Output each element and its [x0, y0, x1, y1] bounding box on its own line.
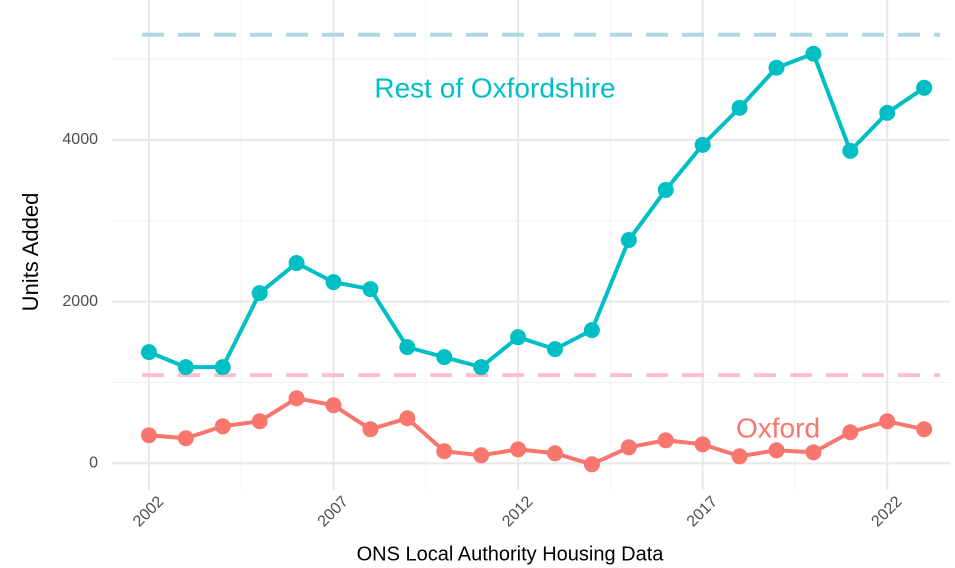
data-point [620, 439, 637, 456]
series-line [148, 51, 926, 370]
data-point [916, 79, 933, 96]
data-point [694, 436, 711, 453]
x-tick-label: 2017 [684, 493, 721, 530]
y-tick-label: 0 [89, 455, 98, 472]
x-tick-label: 2007 [315, 493, 352, 530]
data-point [473, 359, 490, 376]
series-label: Rest of Oxfordshire [374, 72, 615, 103]
data-point [362, 281, 379, 298]
data-point [731, 99, 748, 116]
data-point [214, 418, 231, 435]
data-point [916, 421, 933, 438]
x-tick-label: 2022 [868, 493, 905, 530]
data-point [325, 397, 342, 414]
series-label: Oxford [736, 412, 820, 443]
data-point [140, 344, 157, 361]
data-point [214, 359, 231, 376]
data-point [546, 341, 563, 358]
series-line [148, 396, 925, 467]
data-point [251, 413, 268, 430]
data-point [399, 339, 416, 356]
x-tick-label: 2012 [499, 493, 536, 530]
data-point [251, 285, 268, 302]
data-point [473, 447, 490, 464]
data-point [805, 444, 822, 461]
x-axis-label: ONS Local Authority Housing Data [357, 543, 665, 565]
data-point [288, 390, 305, 407]
data-point [436, 349, 453, 366]
data-point [842, 142, 859, 159]
data-point [583, 322, 600, 339]
data-point [362, 421, 379, 438]
data-point [510, 441, 527, 458]
data-point [768, 59, 785, 76]
data-point [731, 448, 748, 465]
data-point [694, 136, 711, 153]
data-point [399, 410, 416, 427]
y-axis-label: Units Added [18, 193, 43, 312]
data-point [805, 45, 822, 62]
data-point [879, 104, 896, 121]
data-point [657, 432, 674, 449]
data-point [842, 424, 859, 441]
data-point [657, 181, 674, 198]
data-point [583, 456, 600, 473]
data-point [436, 443, 453, 460]
data-point [140, 427, 157, 444]
data-point [288, 255, 305, 272]
y-tick-label: 4000 [62, 131, 98, 148]
data-point [325, 274, 342, 291]
data-point [879, 413, 896, 430]
data-point [620, 231, 637, 248]
data-point [177, 430, 194, 447]
x-tick-label: 2002 [130, 493, 167, 530]
y-tick-label: 2000 [62, 293, 98, 310]
data-point [768, 442, 785, 459]
data-point [546, 445, 563, 462]
data-point [510, 329, 527, 346]
data-point [177, 359, 194, 376]
